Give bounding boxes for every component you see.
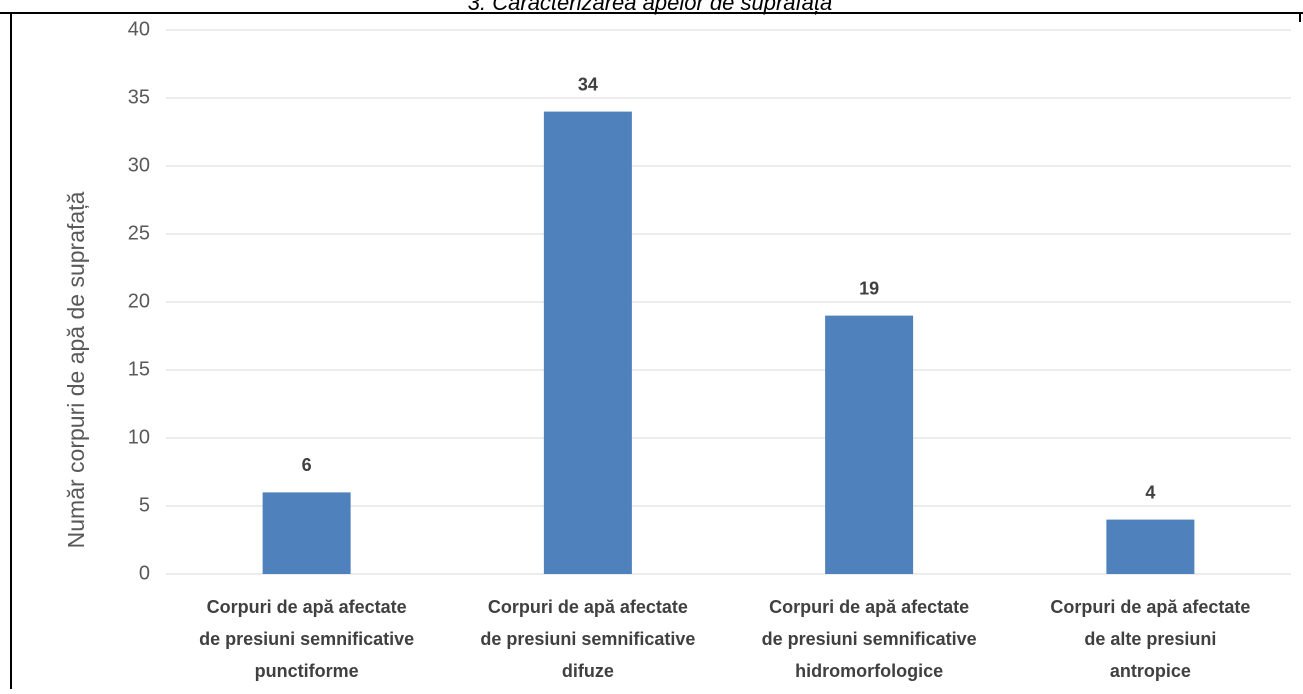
value-label: 34 bbox=[578, 74, 598, 94]
y-tick-label: 20 bbox=[128, 290, 150, 312]
y-tick-label: 25 bbox=[128, 222, 150, 244]
value-label: 4 bbox=[1145, 482, 1155, 502]
y-tick-label: 15 bbox=[128, 358, 150, 380]
y-axis-label: Număr corpuri de apă de suprafață bbox=[63, 191, 89, 548]
x-tick-label: Corpuri de apă afectate bbox=[1050, 597, 1250, 617]
bar bbox=[1106, 519, 1195, 574]
y-tick-label: 30 bbox=[128, 154, 150, 176]
x-tick-label: Corpuri de apă afectate bbox=[207, 597, 407, 617]
y-tick-label: 0 bbox=[139, 562, 150, 584]
x-tick-label: de presiuni semnificative bbox=[480, 629, 695, 649]
x-tick-label: de presiuni semnificative bbox=[199, 629, 414, 649]
value-label: 6 bbox=[302, 455, 312, 475]
x-tick-label: difuze bbox=[562, 661, 614, 681]
x-tick-label: Corpuri de apă afectate bbox=[488, 597, 688, 617]
page-header: 3. Caracterizarea apelor de suprafață bbox=[468, 0, 832, 15]
y-tick-label: 5 bbox=[139, 494, 150, 516]
x-tick-label: antropice bbox=[1110, 661, 1191, 681]
y-tick-label: 35 bbox=[128, 86, 150, 108]
value-label: 19 bbox=[859, 278, 879, 298]
x-tick-label: de alte presiuni bbox=[1084, 629, 1216, 649]
y-tick-label: 40 bbox=[128, 18, 150, 40]
bar bbox=[825, 315, 914, 574]
bar bbox=[262, 492, 351, 574]
x-tick-label: de presiuni semnificative bbox=[762, 629, 977, 649]
x-tick-label: punctiforme bbox=[255, 661, 359, 681]
bar bbox=[543, 111, 632, 574]
y-tick-label: 10 bbox=[128, 426, 150, 448]
x-tick-label: hidromorfologice bbox=[795, 661, 943, 681]
x-tick-label: Corpuri de apă afectate bbox=[769, 597, 969, 617]
